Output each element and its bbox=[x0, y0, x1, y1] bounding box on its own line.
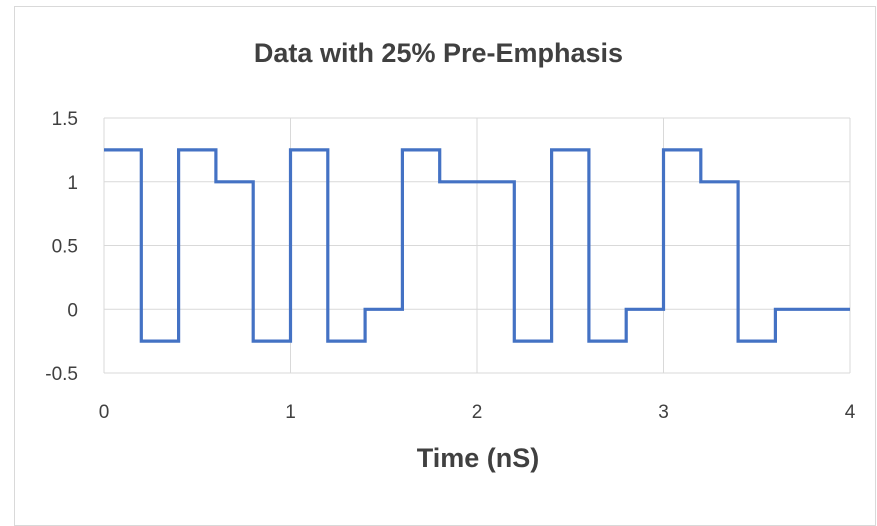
x-axis-tick-labels: 0 1 2 3 4 bbox=[99, 402, 856, 423]
y-tick-label: 0.5 bbox=[52, 237, 78, 258]
x-tick-label: 4 bbox=[845, 402, 856, 423]
y-tick-label: 0 bbox=[67, 300, 78, 321]
series-line bbox=[104, 148, 850, 343]
x-tick-label: 0 bbox=[99, 402, 110, 423]
x-tick-label: 2 bbox=[472, 402, 483, 423]
y-tick-label: 1 bbox=[67, 173, 78, 194]
series-group bbox=[104, 148, 850, 343]
y-tick-label: 1.5 bbox=[52, 109, 78, 130]
x-axis-title: Time (nS) bbox=[416, 443, 540, 473]
chart-title: Data with 25% Pre-Emphasis bbox=[253, 38, 624, 68]
y-tick-label: -0.5 bbox=[45, 364, 78, 385]
x-tick-label: 1 bbox=[285, 402, 296, 423]
x-tick-label: 3 bbox=[658, 402, 669, 423]
chart-area bbox=[14, 6, 876, 526]
y-axis-tick-labels: 1.5 1 0.5 0 -0.5 bbox=[45, 109, 78, 385]
